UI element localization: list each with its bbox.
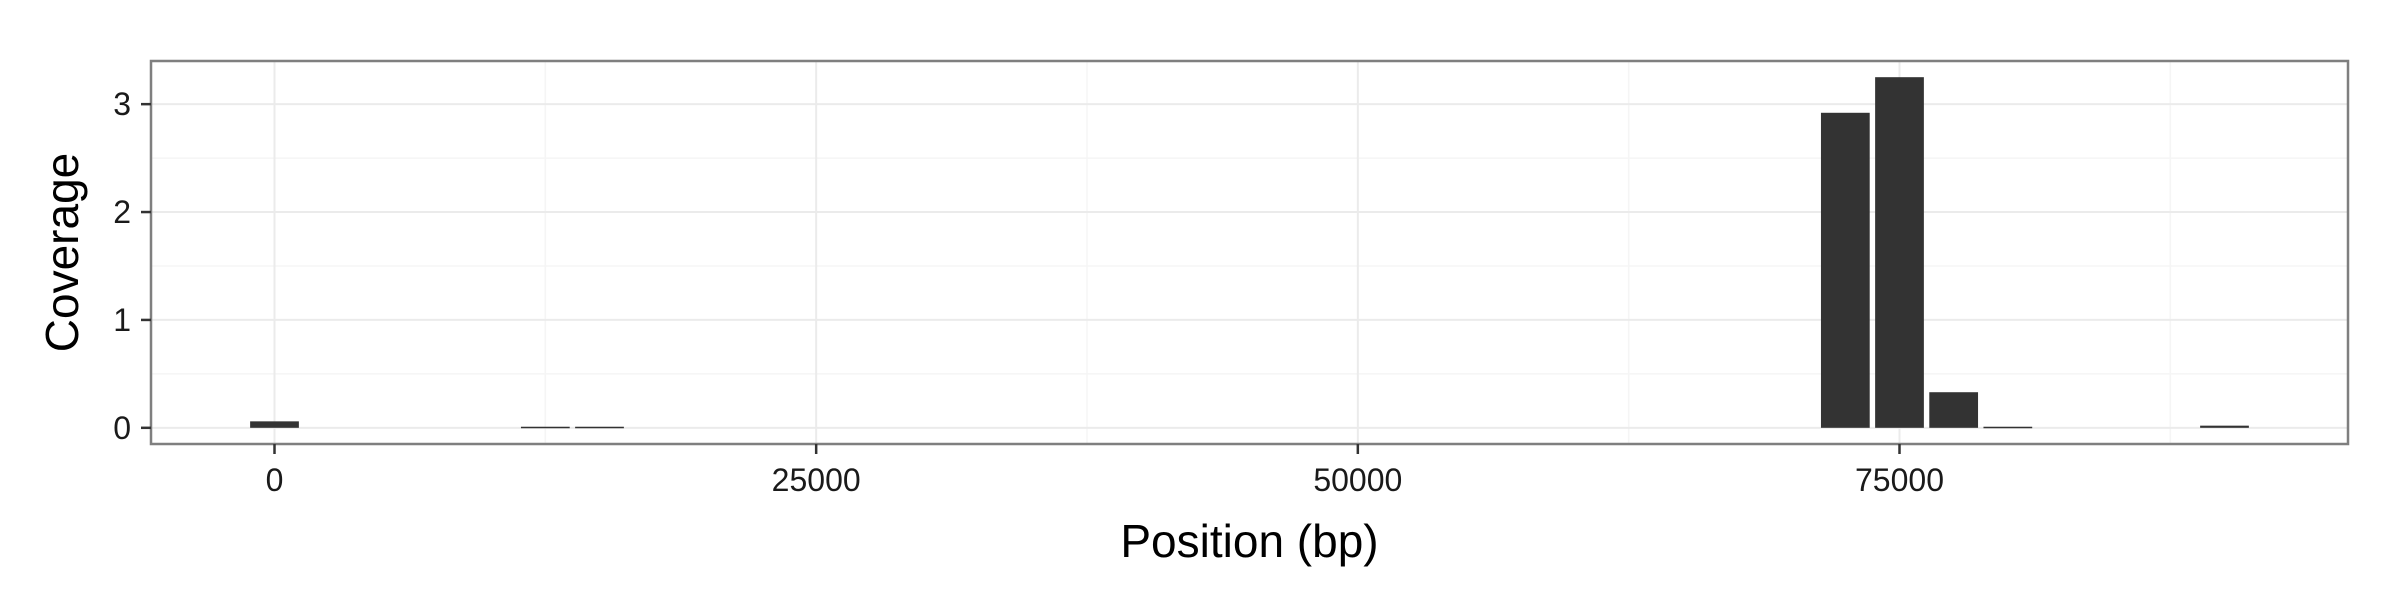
y-axis-title: Coverage xyxy=(36,153,88,352)
y-tick-label: 0 xyxy=(113,410,131,446)
grid-lines xyxy=(151,61,2348,444)
axis-ticks: 0 1 2 3 0 25000 50000 75000 xyxy=(113,86,1944,498)
bar xyxy=(575,426,624,429)
x-tick-label: 50000 xyxy=(1313,462,1402,498)
bar xyxy=(1875,77,1924,428)
bar xyxy=(1820,112,1870,428)
bar xyxy=(520,426,570,429)
bar xyxy=(250,421,299,428)
bar xyxy=(2200,425,2249,428)
panel-border xyxy=(149,59,2350,446)
x-tick-label: 25000 xyxy=(772,462,861,498)
x-tick-label: 75000 xyxy=(1855,462,1944,498)
bar xyxy=(1929,392,1979,428)
x-axis-title: Position (bp) xyxy=(1120,515,1378,567)
x-tick-label: 0 xyxy=(266,462,284,498)
y-tick-label: 1 xyxy=(113,302,131,338)
bars xyxy=(250,77,2249,429)
bar xyxy=(1983,426,2033,429)
y-tick-label: 3 xyxy=(113,86,131,122)
y-tick-label: 2 xyxy=(113,194,131,230)
